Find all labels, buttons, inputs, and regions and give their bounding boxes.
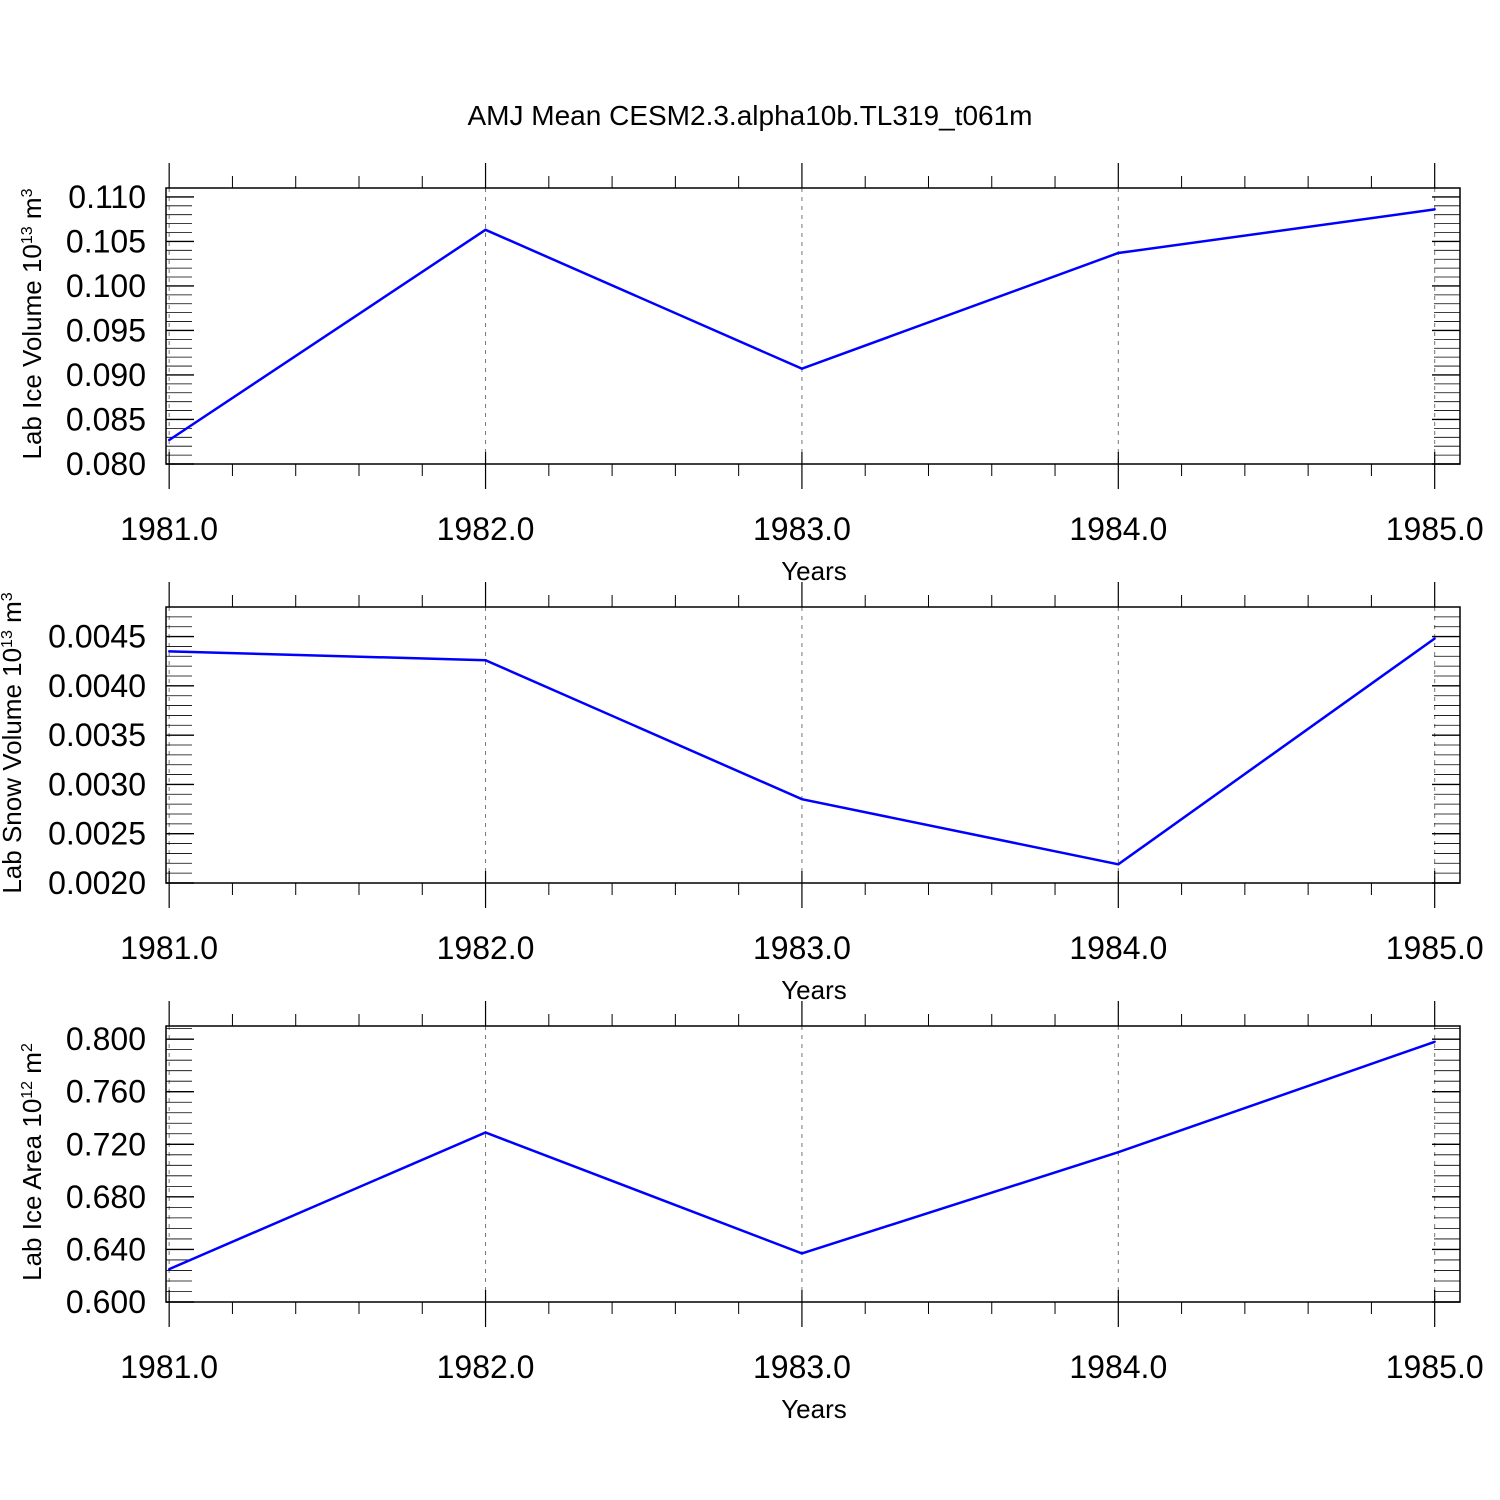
x-axis-label: Years <box>781 1394 847 1424</box>
y-tick-label: 0.720 <box>66 1126 146 1162</box>
data-point <box>484 1131 487 1134</box>
y-axis-label-exp: 13 <box>19 226 36 244</box>
x-tick-label: 1982.0 <box>437 511 535 547</box>
y-tick-label: 0.105 <box>66 223 146 259</box>
y-tick-label: 0.0035 <box>48 717 146 753</box>
y-tick-label: 0.085 <box>66 401 146 437</box>
y-tick-label: 0.100 <box>66 268 146 304</box>
data-point <box>800 798 804 801</box>
chart-panel-1: 0.080 0.085 0.090 0.095 0.100 0.105 0.110 1981.… <box>17 163 1484 586</box>
data-point <box>1433 1040 1436 1043</box>
data-point <box>1117 863 1120 866</box>
y-axis-label-unit-exp: 2 <box>19 1043 36 1052</box>
y-axis-label-unit-exp: 3 <box>0 592 16 601</box>
y-tick-label: 0.095 <box>66 312 146 348</box>
plot-frame <box>165 606 1461 884</box>
y-tick-label: 0.0030 <box>48 766 146 802</box>
y-axis-label: Lab Ice Volume 1013 m3 <box>17 188 47 459</box>
y-axis-label-unit: m <box>17 197 47 226</box>
y-tick-label: 0.080 <box>66 446 146 482</box>
x-tick-label: 1982.0 <box>437 930 535 966</box>
data-point <box>167 1267 171 1271</box>
y-axis-label-unit: m <box>0 601 27 630</box>
y-tick-label: 0.680 <box>66 1179 146 1215</box>
y-axis-label-unit: m <box>17 1052 47 1081</box>
x-tick-label: 1981.0 <box>120 1349 218 1385</box>
y-axis-label: Lab Ice Area 1012 m2 <box>17 1043 47 1281</box>
y-axis-label-unit-exp: 3 <box>19 188 36 197</box>
x-tick-label: 1981.0 <box>120 511 218 547</box>
plot-frame <box>165 1025 1461 1303</box>
chart-panel-2: 0.0020 0.0025 0.0030 0.0035 0.0040 0.0045 1981… <box>0 582 1484 1005</box>
y-tick-label: 0.600 <box>66 1284 146 1320</box>
y-tick-label: 0.800 <box>66 1021 146 1057</box>
y-tick-label: 0.090 <box>66 357 146 393</box>
x-tick-label: 1985.0 <box>1386 930 1484 966</box>
data-point <box>800 367 804 370</box>
plot-frame <box>165 187 1461 465</box>
x-tick-label: 1983.0 <box>753 511 851 547</box>
y-axis-label-prefix: Lab Ice Volume 10 <box>17 244 47 459</box>
x-tick-label: 1981.0 <box>120 930 218 966</box>
data-point <box>1117 1150 1120 1154</box>
y-axis-label-prefix: Lab Ice Area 10 <box>17 1099 47 1281</box>
x-tick-label: 1983.0 <box>753 930 851 966</box>
data-point <box>484 659 487 662</box>
x-tick-label: 1984.0 <box>1069 1349 1167 1385</box>
data-point <box>800 1252 804 1255</box>
x-tick-label: 1983.0 <box>753 1349 851 1385</box>
y-tick-label: 0.760 <box>66 1074 146 1110</box>
y-axis-label-prefix: Lab Snow Volume 10 <box>0 648 27 894</box>
y-tick-label: 0.640 <box>66 1231 146 1267</box>
data-point <box>1117 251 1120 255</box>
data-point <box>167 438 171 442</box>
chart-panel-3: 0.600 0.640 0.680 0.720 0.760 0.800 1981.0 1982… <box>17 1001 1484 1424</box>
x-tick-label: 1984.0 <box>1069 511 1167 547</box>
data-point <box>167 650 171 653</box>
y-axis-label-exp: 12 <box>19 1081 36 1099</box>
x-tick-label: 1985.0 <box>1386 511 1484 547</box>
x-axis-label: Years <box>781 975 847 1005</box>
panels: 0.080 0.085 0.090 0.095 0.100 0.105 0.110 1981.… <box>0 163 1484 1424</box>
y-tick-label: 0.0025 <box>48 816 146 852</box>
data-point <box>484 228 487 232</box>
y-axis-label: Lab Snow Volume 1013 m3 <box>0 592 27 893</box>
y-axis-label-exp: 13 <box>0 630 16 648</box>
x-tick-label: 1985.0 <box>1386 1349 1484 1385</box>
x-tick-label: 1982.0 <box>437 1349 535 1385</box>
y-tick-label: 0.110 <box>68 179 146 215</box>
y-tick-label: 0.0040 <box>48 668 146 704</box>
y-tick-label: 0.0045 <box>48 619 146 655</box>
y-tick-label: 0.0020 <box>48 865 146 901</box>
data-point <box>1433 208 1436 211</box>
x-tick-label: 1984.0 <box>1069 930 1167 966</box>
figure-title: AMJ Mean CESM2.3.alpha10b.TL319_t061m <box>468 100 1033 131</box>
x-axis-label: Years <box>781 556 847 586</box>
data-point <box>1433 637 1436 640</box>
